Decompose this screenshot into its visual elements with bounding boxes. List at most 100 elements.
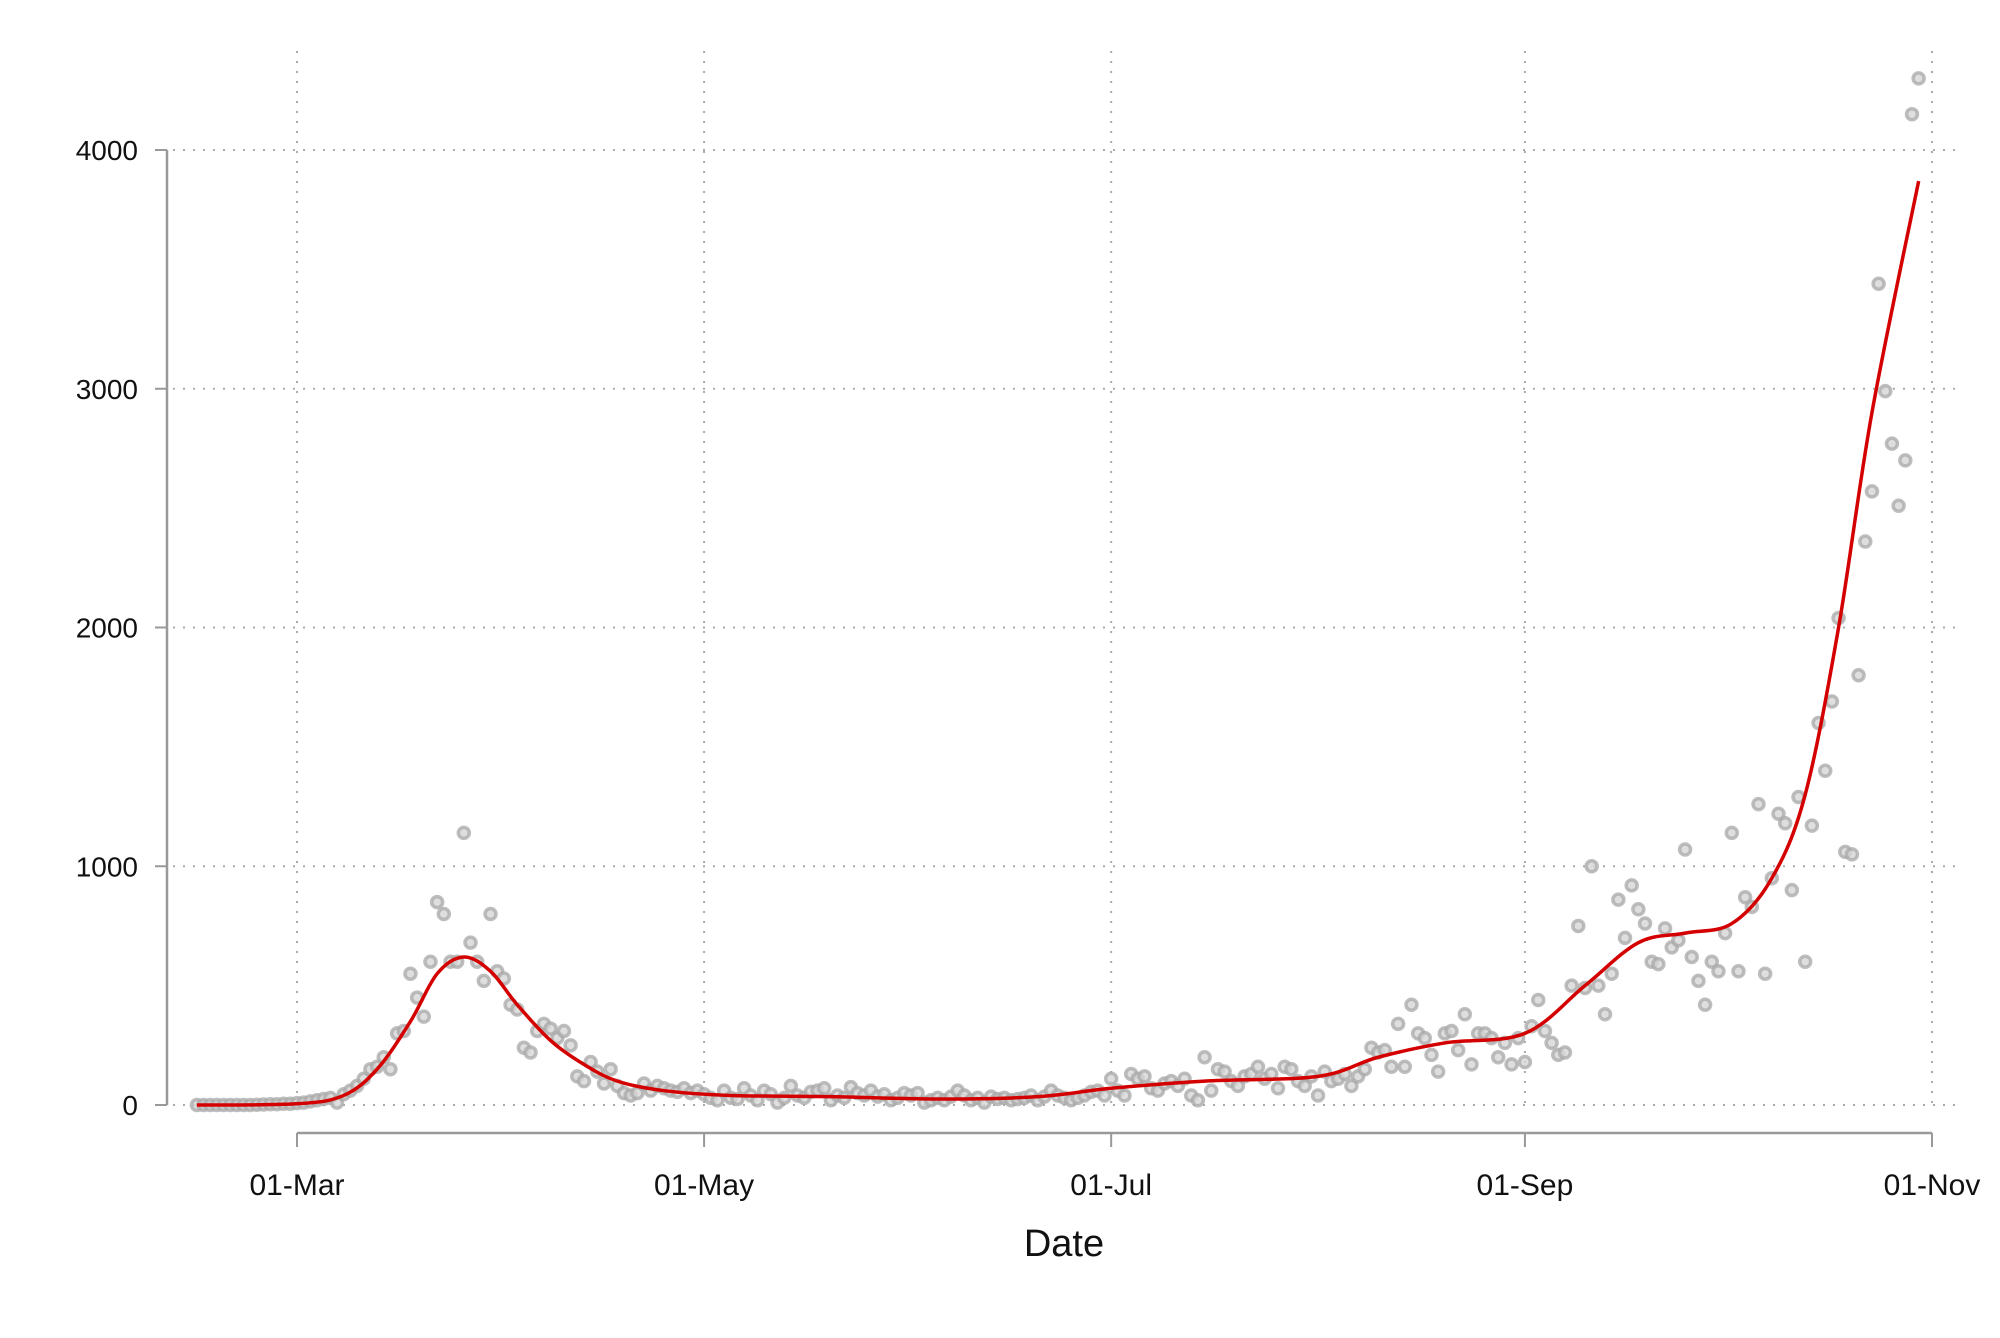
data-point	[1424, 1047, 1439, 1063]
data-point	[563, 1038, 578, 1053]
data-point	[1864, 484, 1880, 499]
data-point	[783, 1078, 799, 1094]
data-point	[543, 1021, 558, 1036]
data-point	[1284, 1061, 1299, 1077]
data-point	[1444, 1023, 1459, 1039]
data-point	[1858, 534, 1873, 549]
y-tick-label: 2000	[76, 613, 138, 644]
data-point	[1097, 1088, 1112, 1103]
x-tick-label: 01-Nov	[1884, 1169, 1981, 1202]
data-point	[1904, 106, 1920, 122]
data-point	[1784, 882, 1800, 898]
data-point	[1691, 973, 1706, 989]
data-point	[383, 1061, 398, 1077]
data-point	[1771, 806, 1786, 821]
data-point	[1844, 847, 1860, 862]
data-point	[1384, 1059, 1399, 1075]
data-point	[436, 906, 452, 922]
data-point	[1597, 1007, 1613, 1022]
data-point	[483, 906, 498, 922]
data-point	[1637, 916, 1653, 931]
data-point	[1517, 1054, 1533, 1070]
data-point	[1397, 1059, 1413, 1075]
scatter-points	[189, 71, 1926, 1113]
data-point	[1711, 964, 1726, 979]
data-point	[1490, 1050, 1506, 1065]
fit-line	[196, 180, 1921, 1107]
data-point	[1604, 966, 1619, 981]
data-point	[1504, 1057, 1519, 1072]
data-point	[476, 973, 492, 989]
data-point	[1531, 992, 1546, 1008]
data-point	[1137, 1069, 1152, 1084]
data-point	[1357, 1061, 1373, 1077]
data-point	[1450, 1042, 1466, 1058]
data-point	[1117, 1088, 1132, 1103]
data-point	[816, 1081, 832, 1096]
data-point	[1851, 668, 1866, 683]
data-point	[1751, 796, 1766, 812]
data-point	[1737, 890, 1753, 905]
data-point	[1624, 878, 1639, 893]
x-tick-label: 01-Sep	[1477, 1169, 1574, 1202]
data-point	[1671, 933, 1686, 948]
y-tick-label: 4000	[76, 135, 138, 166]
data-point	[1417, 1030, 1433, 1046]
data-point	[576, 1073, 592, 1089]
data-point	[1898, 453, 1913, 468]
data-point	[1190, 1092, 1206, 1108]
data-point	[1891, 498, 1906, 513]
data-point	[1270, 1081, 1286, 1096]
data-point	[1911, 71, 1926, 86]
data-point	[1390, 1016, 1406, 1032]
x-tick-label: 01-Jul	[1070, 1169, 1152, 1202]
x-axis-label: Date	[1024, 1223, 1104, 1265]
data-point	[603, 1061, 618, 1077]
data-point	[1103, 1071, 1119, 1086]
data-point	[1430, 1064, 1446, 1079]
data-point	[1344, 1078, 1359, 1094]
data-point	[1731, 964, 1746, 979]
data-point	[1591, 978, 1606, 993]
data-point	[1817, 763, 1833, 778]
data-point	[1724, 825, 1740, 841]
data-point	[1684, 949, 1700, 965]
data-point	[1197, 1050, 1212, 1065]
data-point	[1584, 859, 1599, 874]
data-point	[429, 894, 445, 910]
data-point	[1204, 1083, 1219, 1098]
data-point	[1884, 436, 1900, 451]
data-point	[1657, 921, 1673, 936]
data-point	[1617, 930, 1633, 946]
data-point	[1697, 997, 1713, 1012]
data-point	[1464, 1057, 1479, 1072]
data-point	[1544, 1035, 1559, 1051]
data-point	[1457, 1007, 1473, 1022]
data-point	[456, 825, 472, 841]
data-point	[403, 966, 418, 981]
data-point	[1878, 383, 1893, 399]
y-tick-label: 1000	[76, 851, 138, 882]
data-point	[1651, 956, 1666, 972]
data-point	[463, 935, 478, 950]
data-point	[1704, 954, 1720, 969]
data-point	[1404, 997, 1419, 1012]
grid	[173, 51, 1962, 1106]
data-point	[1297, 1078, 1312, 1094]
data-point	[1310, 1088, 1326, 1103]
data-point	[416, 1009, 432, 1024]
data-point	[523, 1045, 538, 1060]
data-point	[1611, 892, 1626, 907]
data-point	[1217, 1064, 1232, 1079]
data-point	[1677, 842, 1693, 857]
data-point	[1757, 966, 1773, 981]
data-point	[1571, 918, 1586, 934]
x-tick-label: 01-Mar	[249, 1169, 344, 1202]
data-point	[1797, 954, 1813, 969]
data-point	[1537, 1023, 1553, 1039]
data-point	[1804, 818, 1820, 833]
data-point	[556, 1023, 572, 1039]
data-point	[1777, 816, 1793, 831]
data-point	[423, 954, 438, 969]
